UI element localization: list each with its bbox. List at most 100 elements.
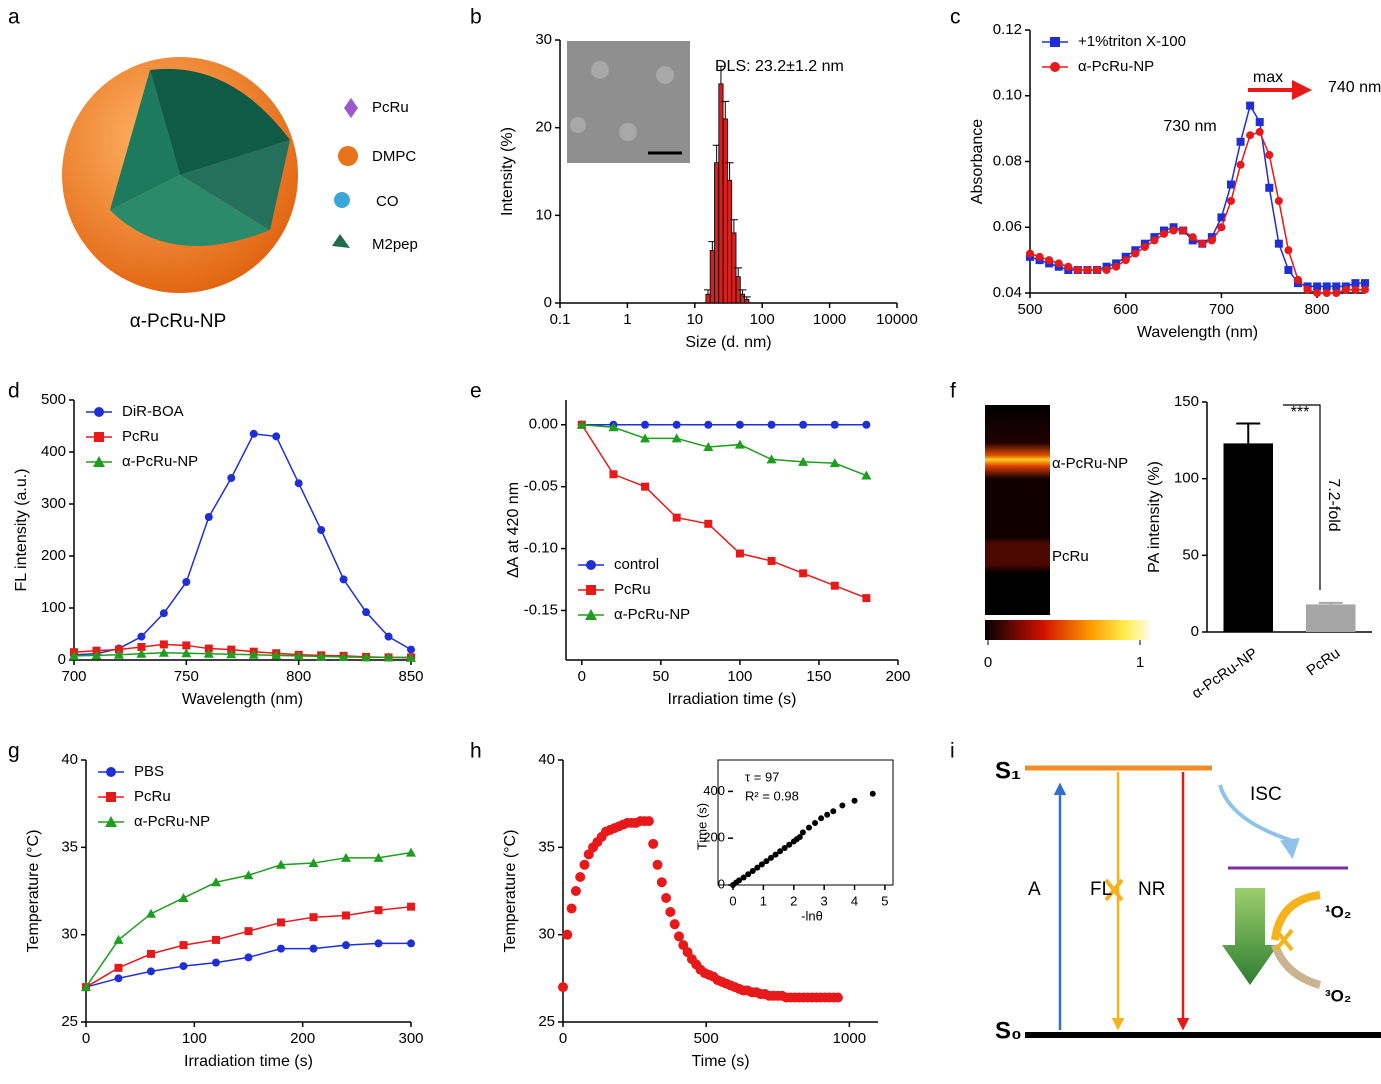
marker (1284, 246, 1293, 255)
marker (113, 934, 124, 944)
marker (342, 941, 350, 950)
panel-letter: d (8, 380, 20, 403)
series-line (73, 643, 411, 659)
x-tick-label: 0.1 (550, 311, 571, 328)
marker (673, 931, 684, 942)
panel-letter: g (8, 740, 20, 763)
marker (1207, 236, 1216, 245)
y-tick-label: 300 (41, 495, 66, 512)
x-tick-label: 1 (760, 893, 767, 908)
bar (709, 249, 715, 304)
species-label: ¹O₂ (1325, 902, 1351, 921)
marker (373, 852, 384, 862)
y-tick-label: 500 (41, 391, 66, 408)
error-bar (742, 296, 751, 300)
marker (851, 797, 858, 804)
level-label: S₀ (995, 1017, 1022, 1044)
marker (735, 420, 744, 429)
marker (799, 829, 806, 836)
legend-label: α-PcRu-NP (134, 813, 210, 830)
x-tick-label: 100 (750, 311, 775, 328)
marker (767, 854, 774, 861)
legend-label: control (614, 556, 659, 573)
marker (754, 864, 761, 871)
y-tick-label: 0.06 (993, 218, 1022, 235)
legend-label: PcRu (122, 428, 159, 445)
marker (1217, 223, 1226, 232)
marker (1246, 101, 1255, 110)
marker (735, 549, 744, 558)
marker (672, 513, 681, 522)
bar (705, 293, 711, 304)
marker (781, 845, 788, 852)
marker (570, 886, 581, 896)
marker (1361, 285, 1369, 294)
x-axis-title: -lnθ (801, 908, 823, 923)
annotation: 740 nm (1328, 79, 1381, 96)
marker (1294, 275, 1302, 284)
marker (772, 851, 779, 858)
marker (758, 861, 765, 868)
y-tick-label: 25 (538, 1013, 555, 1030)
marker (1150, 236, 1159, 245)
bar (722, 118, 728, 304)
bar (744, 299, 750, 304)
marker (766, 454, 777, 464)
y-tick-label: 30 (538, 926, 555, 943)
energy-transfer-arrow (1222, 888, 1278, 985)
x-tick-label: 500 (1017, 301, 1042, 318)
process-label: A (1028, 879, 1041, 900)
marker (1351, 285, 1360, 294)
marker (159, 640, 168, 649)
bar (727, 179, 733, 304)
marker (1102, 265, 1111, 274)
marker (829, 458, 840, 468)
marker (1332, 282, 1341, 291)
marker (244, 953, 253, 962)
marker (317, 526, 326, 534)
marker (1265, 150, 1274, 159)
image-label: PcRu (1052, 548, 1089, 565)
marker (704, 519, 713, 528)
series-line (73, 432, 412, 656)
marker (562, 929, 573, 940)
marker (862, 594, 871, 603)
x-tick-label: 3 (821, 893, 828, 908)
marker (244, 927, 253, 936)
marker (648, 838, 659, 849)
marker (734, 439, 745, 449)
cutaway (150, 68, 290, 175)
x-tick-label: 0 (82, 1030, 90, 1047)
marker (641, 420, 650, 429)
marker (93, 456, 105, 467)
marker (1274, 239, 1283, 248)
marker (1284, 265, 1293, 274)
marker (839, 802, 846, 809)
y-tick-label: 400 (41, 443, 66, 460)
marker (147, 967, 155, 976)
inset-frame (717, 759, 894, 886)
panel-letter: e (470, 380, 482, 403)
marker (671, 433, 682, 443)
x-tick-label: 300 (398, 1030, 423, 1047)
oxygen-arrow (1271, 943, 1322, 989)
series-line (73, 651, 412, 659)
x-axis-title: Wavelength (nm) (1137, 324, 1258, 341)
marker (339, 575, 348, 584)
tem-particle (591, 61, 609, 79)
y-tick-label: 0 (544, 294, 552, 311)
marker (272, 432, 281, 441)
marker (249, 429, 258, 438)
legend-label: PBS (134, 763, 164, 780)
marker (406, 652, 416, 662)
marker (1236, 160, 1245, 169)
marker (862, 420, 871, 429)
marker (105, 816, 117, 827)
series-line (581, 424, 867, 599)
marker (812, 819, 819, 826)
x-tick-label: 150 (806, 668, 831, 685)
marker (1313, 289, 1322, 297)
panel-letter: f (950, 380, 956, 403)
x-tick-label: 100 (182, 1030, 207, 1047)
marker (204, 644, 213, 653)
